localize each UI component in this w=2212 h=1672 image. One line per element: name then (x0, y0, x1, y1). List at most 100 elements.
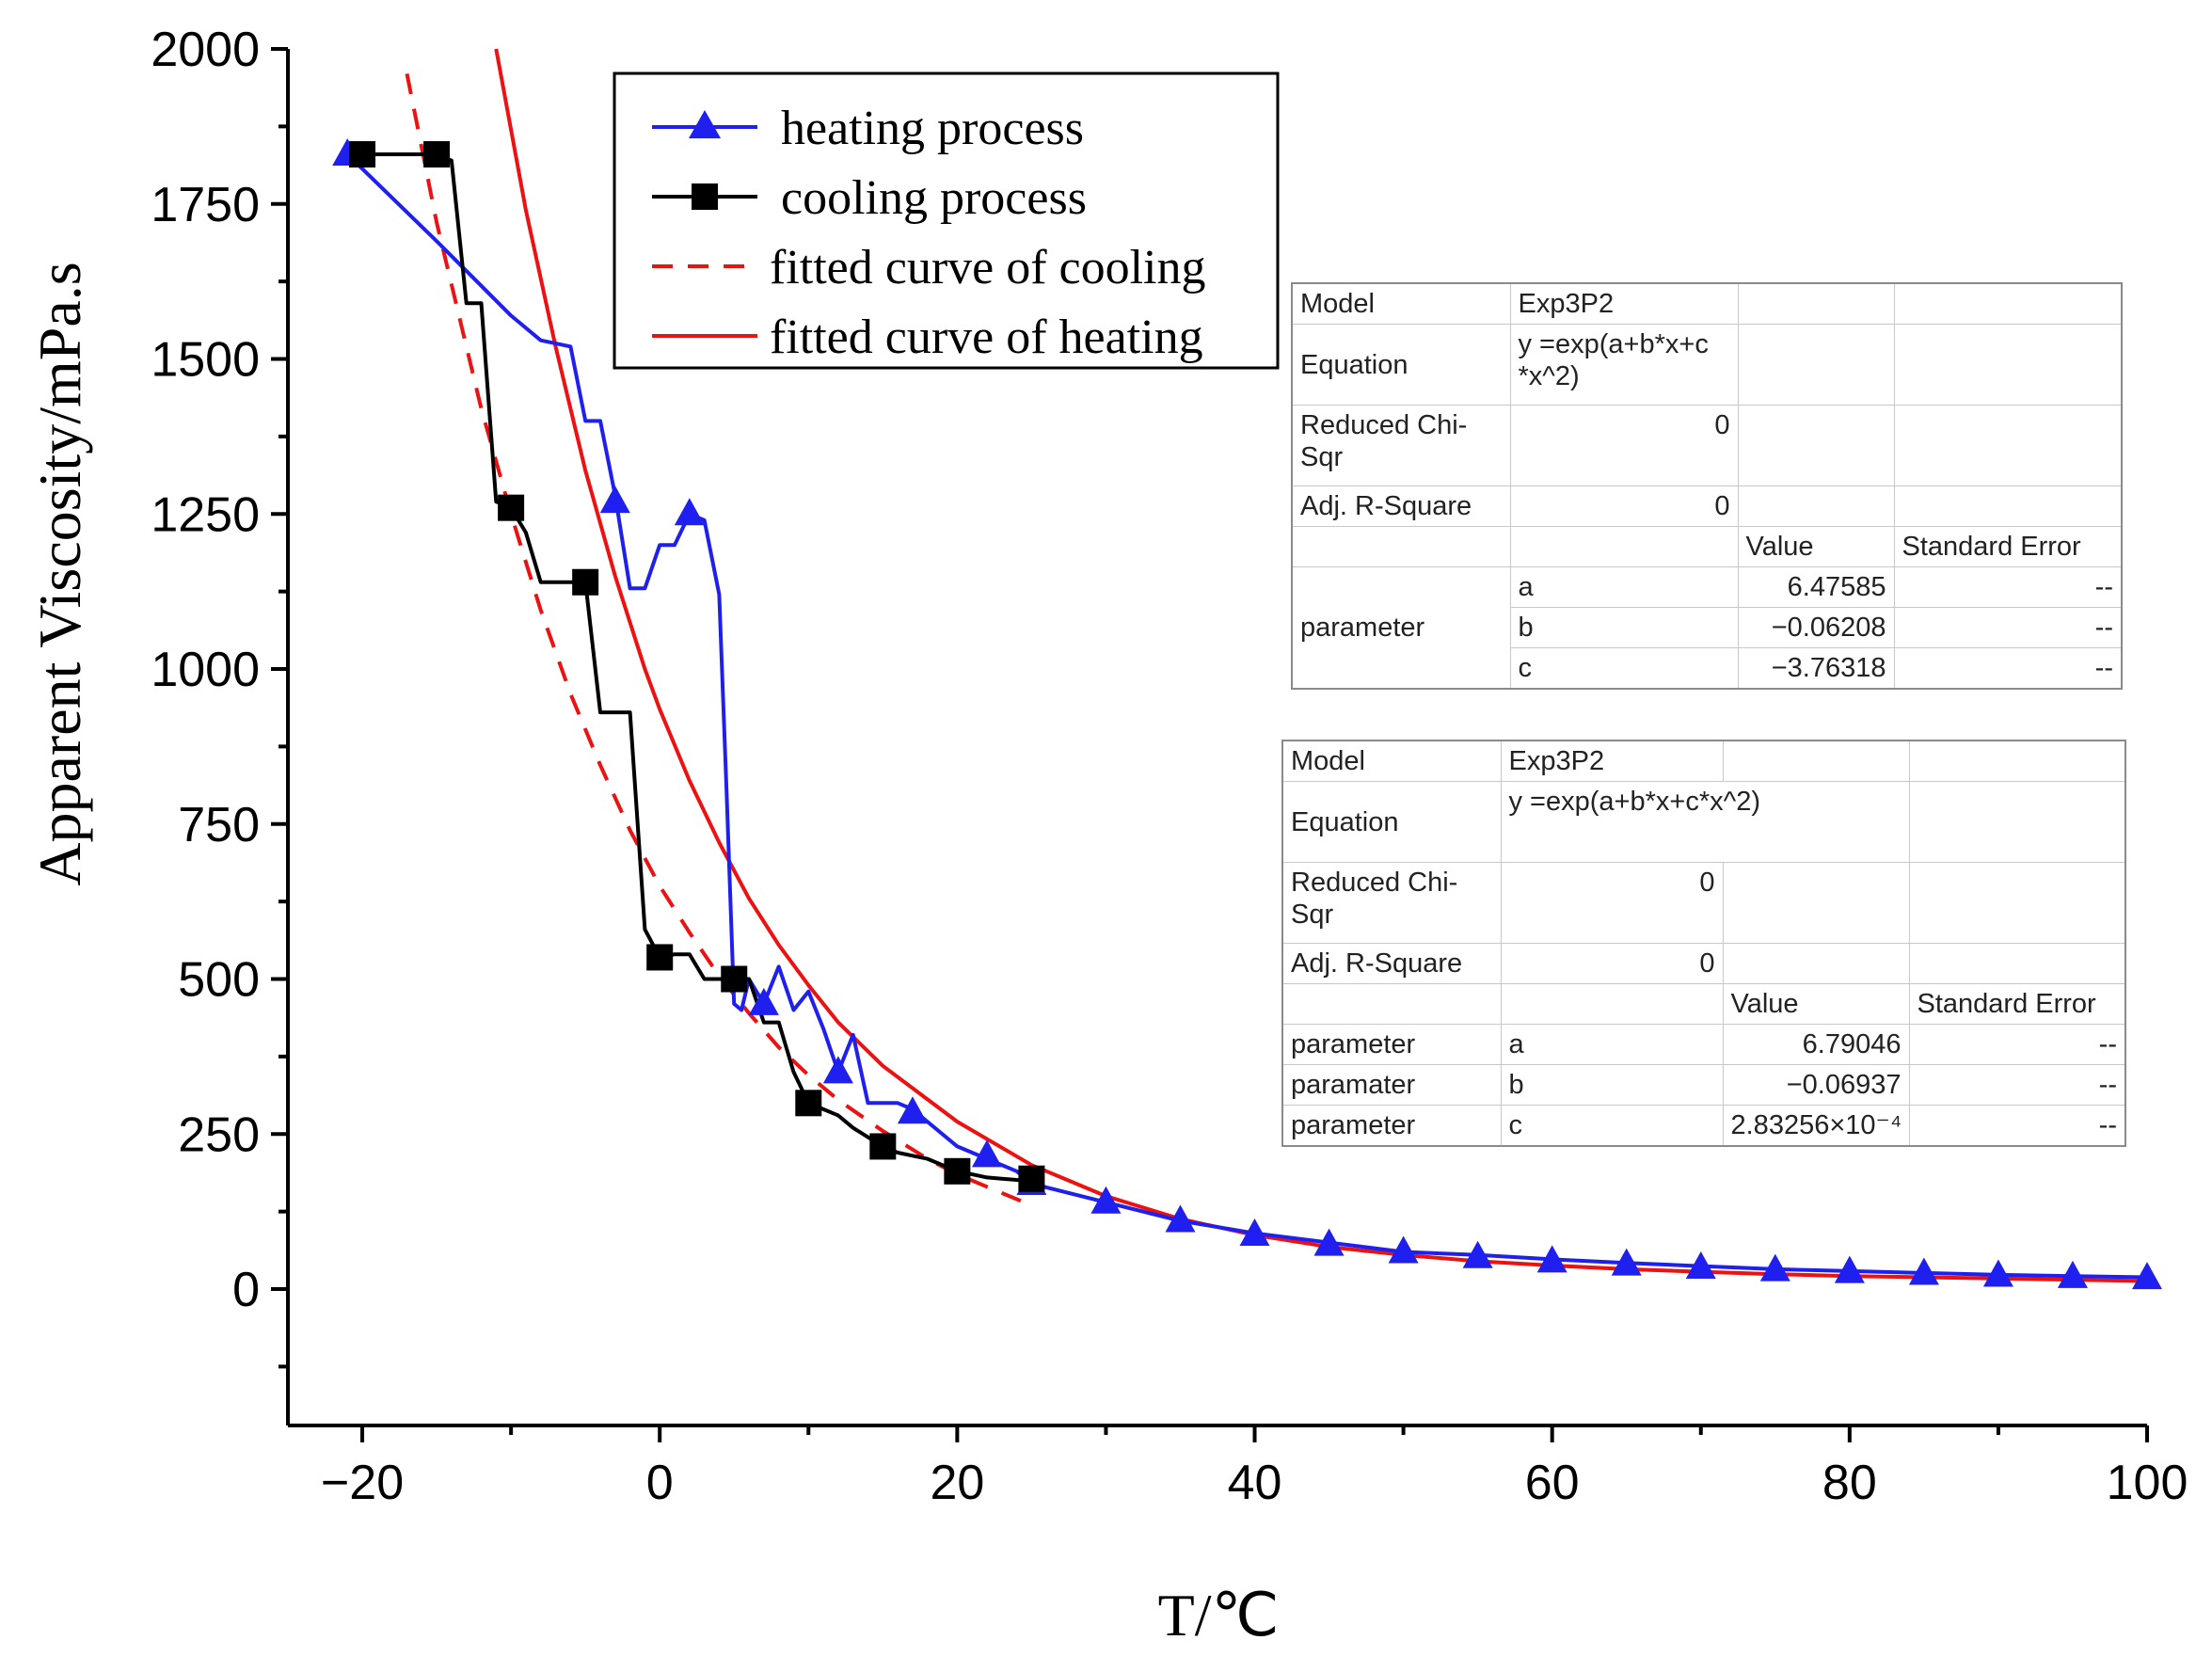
param-error: -- (1893, 647, 2123, 690)
marker-heating-process (1834, 1255, 1865, 1283)
r2-label: Adj. R-Square (1291, 486, 1511, 527)
table-row: Model Exp3P2 (1281, 740, 2126, 782)
y-tick-label: 1500 (151, 333, 260, 388)
marker-cooling-process (646, 944, 674, 971)
table-row: Equation y =exp(a+b*x+c *x^2) (1291, 324, 2123, 406)
marker-heating-process (1165, 1204, 1196, 1233)
equation-value: y =exp(a+b*x+c*x^2) (1500, 781, 1910, 863)
y-tick-label: 500 (178, 953, 260, 1008)
param-value: −0.06937 (1722, 1064, 1910, 1106)
y-tick-label: 1250 (151, 487, 260, 542)
marker-heating-process (971, 1139, 1002, 1168)
param-error: -- (1893, 566, 2123, 608)
x-tick-label: 40 (1228, 1456, 1282, 1510)
x-tick-label: 0 (646, 1456, 674, 1510)
param-name: a (1500, 1024, 1724, 1065)
marker-heating-process (1239, 1218, 1270, 1247)
y-axis-ticks: 0 250 500 750 1000 1250 1500 1750 2000 (151, 23, 288, 1369)
equation-label: Equation (1291, 324, 1511, 406)
table-row: parameter a 6.47585 -- (1291, 566, 2123, 690)
x-tick-label: 60 (1525, 1456, 1580, 1510)
marker-heating-process (1462, 1240, 1493, 1268)
table-row: Model Exp3P2 (1291, 282, 2123, 325)
marker-cooling-process (423, 141, 451, 168)
chi-label: Reduced Chi-Sqr (1291, 405, 1511, 486)
table-row: Adj. R-Square 0 (1291, 486, 2123, 527)
model-value: Exp3P2 (1500, 740, 1724, 782)
marker-heating-process (1090, 1186, 1122, 1214)
chi-value: 0 (1509, 405, 1739, 486)
marker-heating-process (1982, 1259, 2013, 1287)
param-name: c (1500, 1105, 1724, 1147)
error-header: Standard Error (1908, 983, 2126, 1025)
plot-frame (286, 49, 2147, 1427)
y-tick-label: 1750 (151, 178, 260, 232)
marker-cooling-process (498, 494, 525, 521)
parameter-label: parameter (1281, 1024, 1502, 1065)
param-name: c (1509, 647, 1739, 690)
param-name: b (1509, 607, 1739, 648)
r2-value: 0 (1509, 486, 1739, 527)
param-name: b (1500, 1064, 1724, 1106)
param-error: -- (1908, 1064, 2126, 1106)
table-row: b −0.06208 -- (1292, 607, 2123, 648)
value-header: Value (1737, 526, 1895, 567)
marker-heating-process (2132, 1262, 2162, 1290)
model-label: Model (1281, 740, 1502, 782)
table-row: Equation y =exp(a+b*x+c*x^2) (1281, 781, 2126, 863)
marker-heating-process (1759, 1253, 1790, 1282)
chi-value: 0 (1500, 862, 1724, 944)
table-row: parameter a 6.79046 -- (1281, 1024, 2126, 1065)
marker-heating-process (1388, 1235, 1419, 1264)
marker-heating-process (599, 486, 630, 514)
model-value: Exp3P2 (1509, 282, 1739, 325)
param-value: 6.47585 (1737, 566, 1895, 608)
marker-cooling-process (1018, 1165, 1045, 1192)
y-tick-label: 1000 (151, 643, 260, 697)
chi-label: Reduced Chi-Sqr (1281, 862, 1502, 944)
y-tick-label: 0 (232, 1263, 260, 1317)
table-row: Reduced Chi-Sqr 0 (1281, 862, 2126, 944)
y-axis-title: Apparent Viscosity/mPa.s (26, 262, 93, 885)
marker-cooling-process (944, 1157, 971, 1185)
y-tick-label: 250 (178, 1107, 260, 1162)
x-axis-ticks: −20 0 20 40 60 80 100 (321, 1425, 2188, 1510)
legend-swatch-cooling-marker (692, 183, 718, 210)
table-row: Reduced Chi-Sqr 0 (1291, 405, 2123, 486)
marker-cooling-process (721, 965, 748, 993)
legend-swatch-heating-marker (689, 110, 721, 138)
legend-label-fitted-heating: fitted curve of heating (770, 311, 1203, 364)
table-row: Adj. R-Square 0 (1281, 943, 2126, 984)
legend: heating process cooling process fitted c… (613, 72, 1280, 370)
series-line-fitted-cooling (405, 73, 1033, 1207)
legend-label-heating-process: heating process (781, 102, 1084, 155)
marker-heating-process (1313, 1228, 1345, 1256)
parameter-label: parameter (1281, 1105, 1502, 1147)
param-value: −3.76318 (1737, 647, 1895, 690)
r2-value: 0 (1500, 943, 1724, 984)
x-tick-label: 100 (2107, 1456, 2188, 1510)
param-value: 6.79046 (1722, 1024, 1910, 1065)
marker-cooling-process (869, 1133, 897, 1160)
table-row: parameter c 2.83256×10⁻⁴ -- (1281, 1105, 2126, 1147)
param-value: −0.06208 (1737, 607, 1895, 648)
marker-heating-process (1685, 1250, 1716, 1279)
fit-table-cooling: Model Exp3P2 Equation y =exp(a+b*x+c*x^2… (1281, 740, 2126, 1147)
marker-cooling-process (349, 141, 376, 168)
marker-heating-process (897, 1096, 928, 1124)
marker-heating-process (1908, 1257, 1939, 1285)
table-row: Value Standard Error (1281, 983, 2126, 1025)
marker-heating-process (2057, 1260, 2088, 1288)
legend-box (613, 72, 1280, 370)
table-row: paramater b −0.06937 -- (1281, 1064, 2126, 1106)
x-tick-label: 20 (930, 1456, 984, 1510)
param-error: -- (1893, 607, 2123, 648)
marker-heating-process (1611, 1248, 1642, 1276)
marker-heating-process (822, 1056, 853, 1084)
y-tick-label: 750 (178, 798, 260, 852)
legend-label-cooling-process: cooling process (781, 171, 1087, 225)
x-axis-title: T/℃ (1158, 1582, 1280, 1648)
marker-heating-process (1536, 1245, 1567, 1273)
equation-label: Equation (1281, 781, 1502, 863)
